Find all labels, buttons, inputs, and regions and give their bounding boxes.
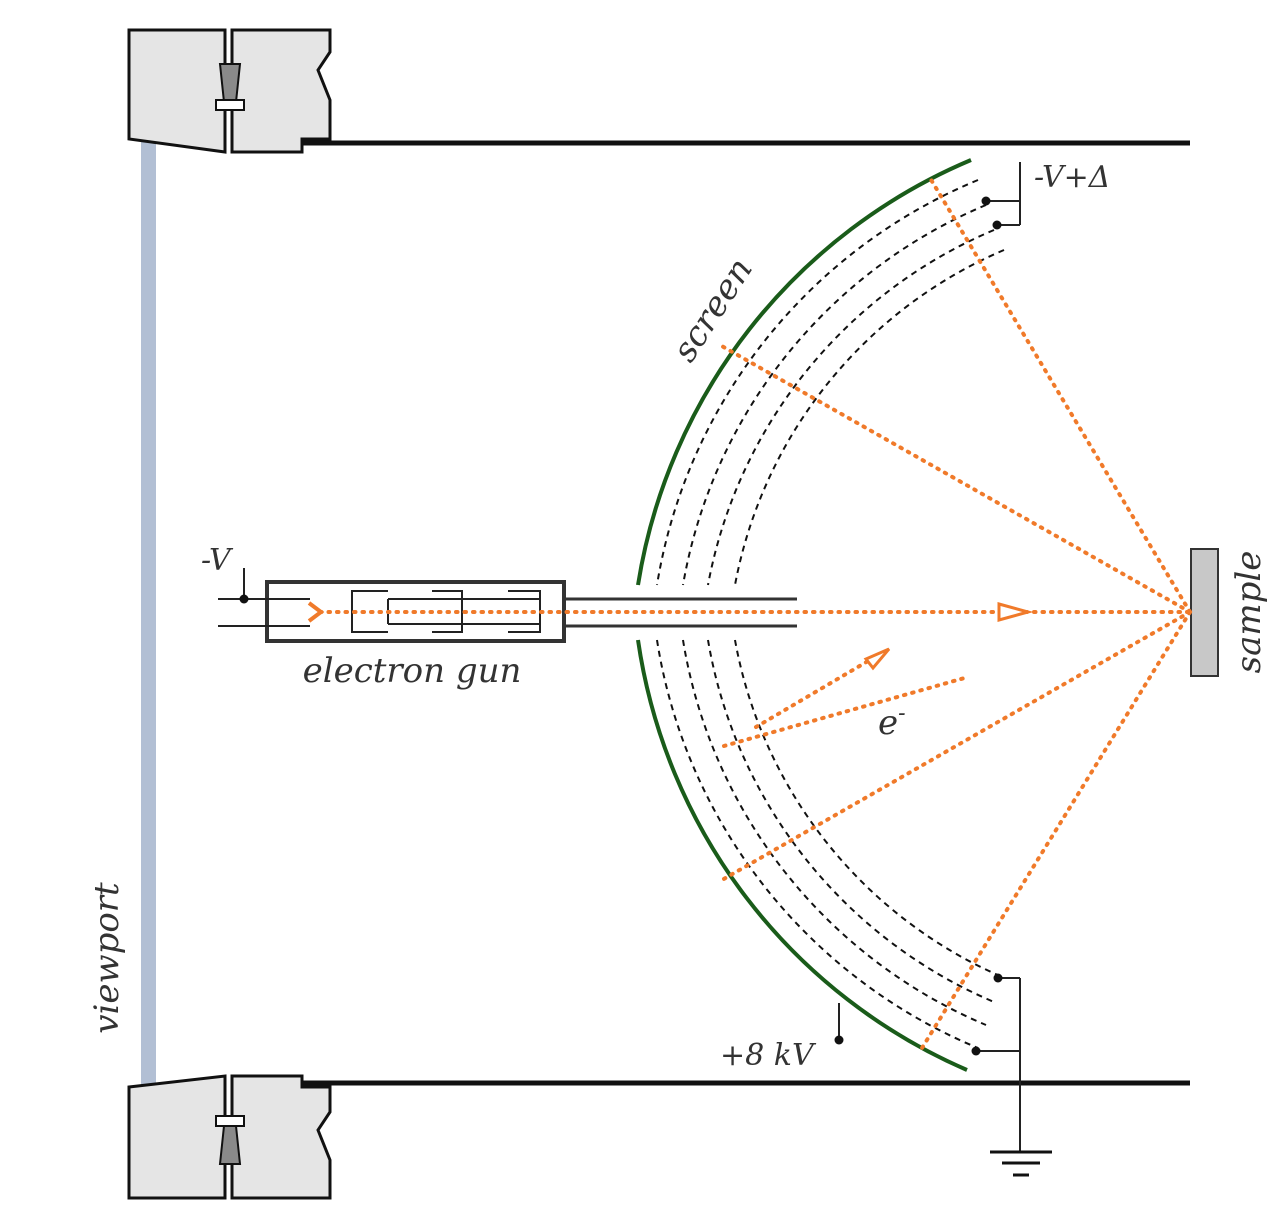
bottom-flange-left-block	[127, 1074, 227, 1200]
screen-arc-upper	[636, 158, 972, 586]
grid-2-upper	[682, 204, 987, 586]
electron-gun-lens-2	[388, 590, 463, 633]
diffracted-beam-2	[718, 343, 1192, 614]
bottom-flange-bolt-head	[215, 1115, 245, 1127]
top-flange-right-block	[230, 28, 332, 154]
grid-voltage-wiring	[981, 162, 1021, 230]
top-flange-bolt-head	[215, 99, 245, 111]
electron-direction-arrowhead	[863, 647, 891, 671]
ground-terminal-dot-1	[993, 973, 1003, 983]
grid-2-lower	[682, 639, 987, 1026]
grid-voltage-label: -V+Δ	[1034, 160, 1110, 195]
incident-beam-arrowhead	[997, 602, 1034, 622]
grid-3-lower	[707, 639, 995, 1003]
electron-charge-superscript: -	[898, 701, 905, 726]
electron-direction-path	[754, 652, 882, 729]
electron-beams	[318, 176, 1192, 1050]
grid-terminal-dot-1	[981, 196, 991, 206]
screen-label: screen	[665, 251, 761, 369]
gun-voltage-terminal-dot	[239, 594, 249, 604]
grid-1-upper	[656, 179, 979, 586]
gun-voltage-label: -V	[201, 543, 234, 578]
screen-arc-lower	[636, 639, 968, 1072]
chamber-walls	[300, 140, 1190, 1086]
sample-crystal	[1190, 548, 1219, 677]
viewport-window	[141, 140, 156, 1085]
top-flange-left-block	[127, 28, 227, 154]
electron-symbol: e	[878, 703, 898, 743]
grid-voltage-lead	[986, 162, 1021, 226]
gun-filament-leads	[218, 598, 310, 627]
bottom-flange	[127, 1074, 332, 1200]
grid-4-lower	[734, 639, 1001, 977]
bottom-flange-right-block	[230, 1074, 332, 1200]
ground-lead	[976, 977, 1021, 1152]
sample-label: sample	[1229, 551, 1269, 674]
screen-voltage-terminal-dot	[834, 1035, 844, 1045]
electron-gun	[218, 568, 797, 643]
screen-voltage-label: +8 kV	[720, 1038, 817, 1073]
grid-1-lower	[656, 639, 979, 1049]
top-flange-bolt	[218, 63, 242, 103]
top-flange	[127, 28, 332, 154]
diffracted-beam-1	[928, 176, 1192, 614]
secondary-electron-path	[722, 675, 970, 748]
retarding-grids	[656, 179, 1005, 1049]
electron-gun-label: electron gun	[303, 651, 522, 691]
diffracted-beam-4	[920, 610, 1192, 1050]
viewport-label: viewport	[87, 882, 127, 1034]
bottom-flange-bolt	[218, 1125, 242, 1165]
electron-label: e-	[878, 701, 906, 743]
diffracted-beam-3	[720, 610, 1192, 882]
grid-3-upper	[707, 229, 995, 586]
ground-wiring	[971, 973, 1052, 1177]
grid-terminal-dot-2	[992, 220, 1002, 230]
ground-symbol-icon	[990, 1150, 1052, 1177]
ground-terminal-dot-2	[971, 1046, 981, 1056]
grid-4-upper	[734, 249, 1005, 586]
